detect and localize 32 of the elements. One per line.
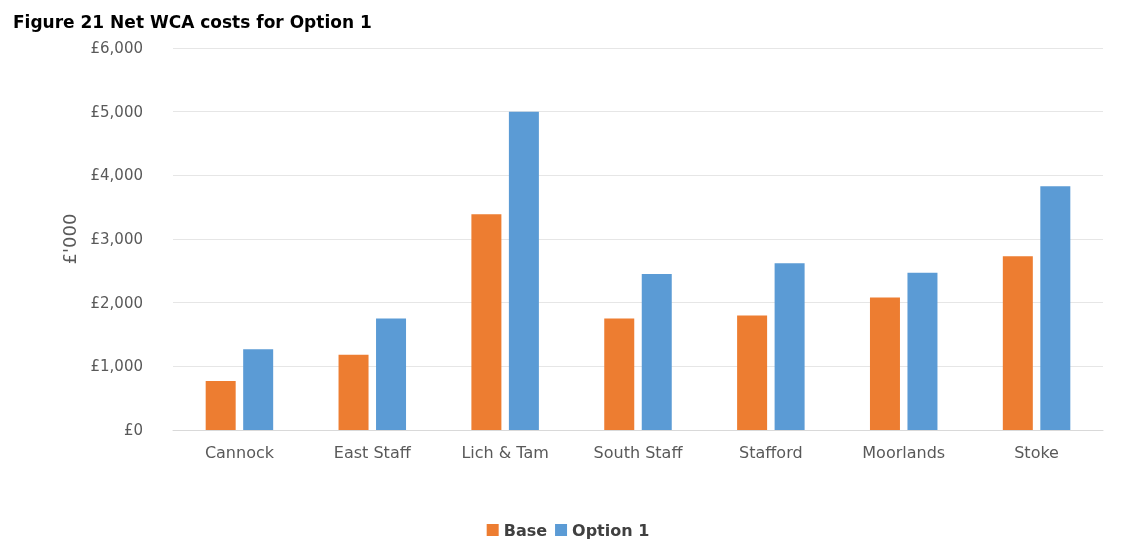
bar <box>907 272 938 430</box>
chart-title: Figure 21 Net WCA costs for Option 1 <box>13 11 372 32</box>
bar <box>641 274 672 430</box>
y-tick-label: £2,000 <box>90 293 143 312</box>
y-tick-label: £3,000 <box>90 230 143 248</box>
bar <box>1040 186 1071 430</box>
bar <box>604 318 635 430</box>
y-tick-label: £0 <box>123 421 143 439</box>
y-tick-label: £5,000 <box>90 102 143 121</box>
bar <box>774 263 805 430</box>
bar <box>243 349 274 430</box>
x-tick-label: South Staff <box>593 442 684 462</box>
bar <box>869 297 900 430</box>
bar <box>508 111 539 430</box>
x-tick-label: Lich & Tam <box>461 442 549 462</box>
bar <box>205 380 236 430</box>
bar <box>376 318 407 430</box>
x-tick-label: Moorlands <box>862 442 946 462</box>
y-axis-title: £'000 <box>58 213 80 265</box>
x-tick-label: Cannock <box>204 442 275 462</box>
y-tick-label: £4,000 <box>90 166 143 185</box>
x-tick-label: Stafford <box>739 442 803 462</box>
x-tick-label: East Staff <box>333 442 412 462</box>
y-tick-label: £6,000 <box>90 39 143 57</box>
y-tick-label: £1,000 <box>90 357 143 376</box>
legend-label: Base <box>503 520 548 540</box>
legend-label: Option 1 <box>572 520 650 540</box>
x-tick-label: Stoke <box>1014 442 1059 462</box>
bar <box>471 214 502 430</box>
bar <box>338 354 369 430</box>
bar <box>737 315 768 430</box>
bar <box>1002 256 1033 430</box>
